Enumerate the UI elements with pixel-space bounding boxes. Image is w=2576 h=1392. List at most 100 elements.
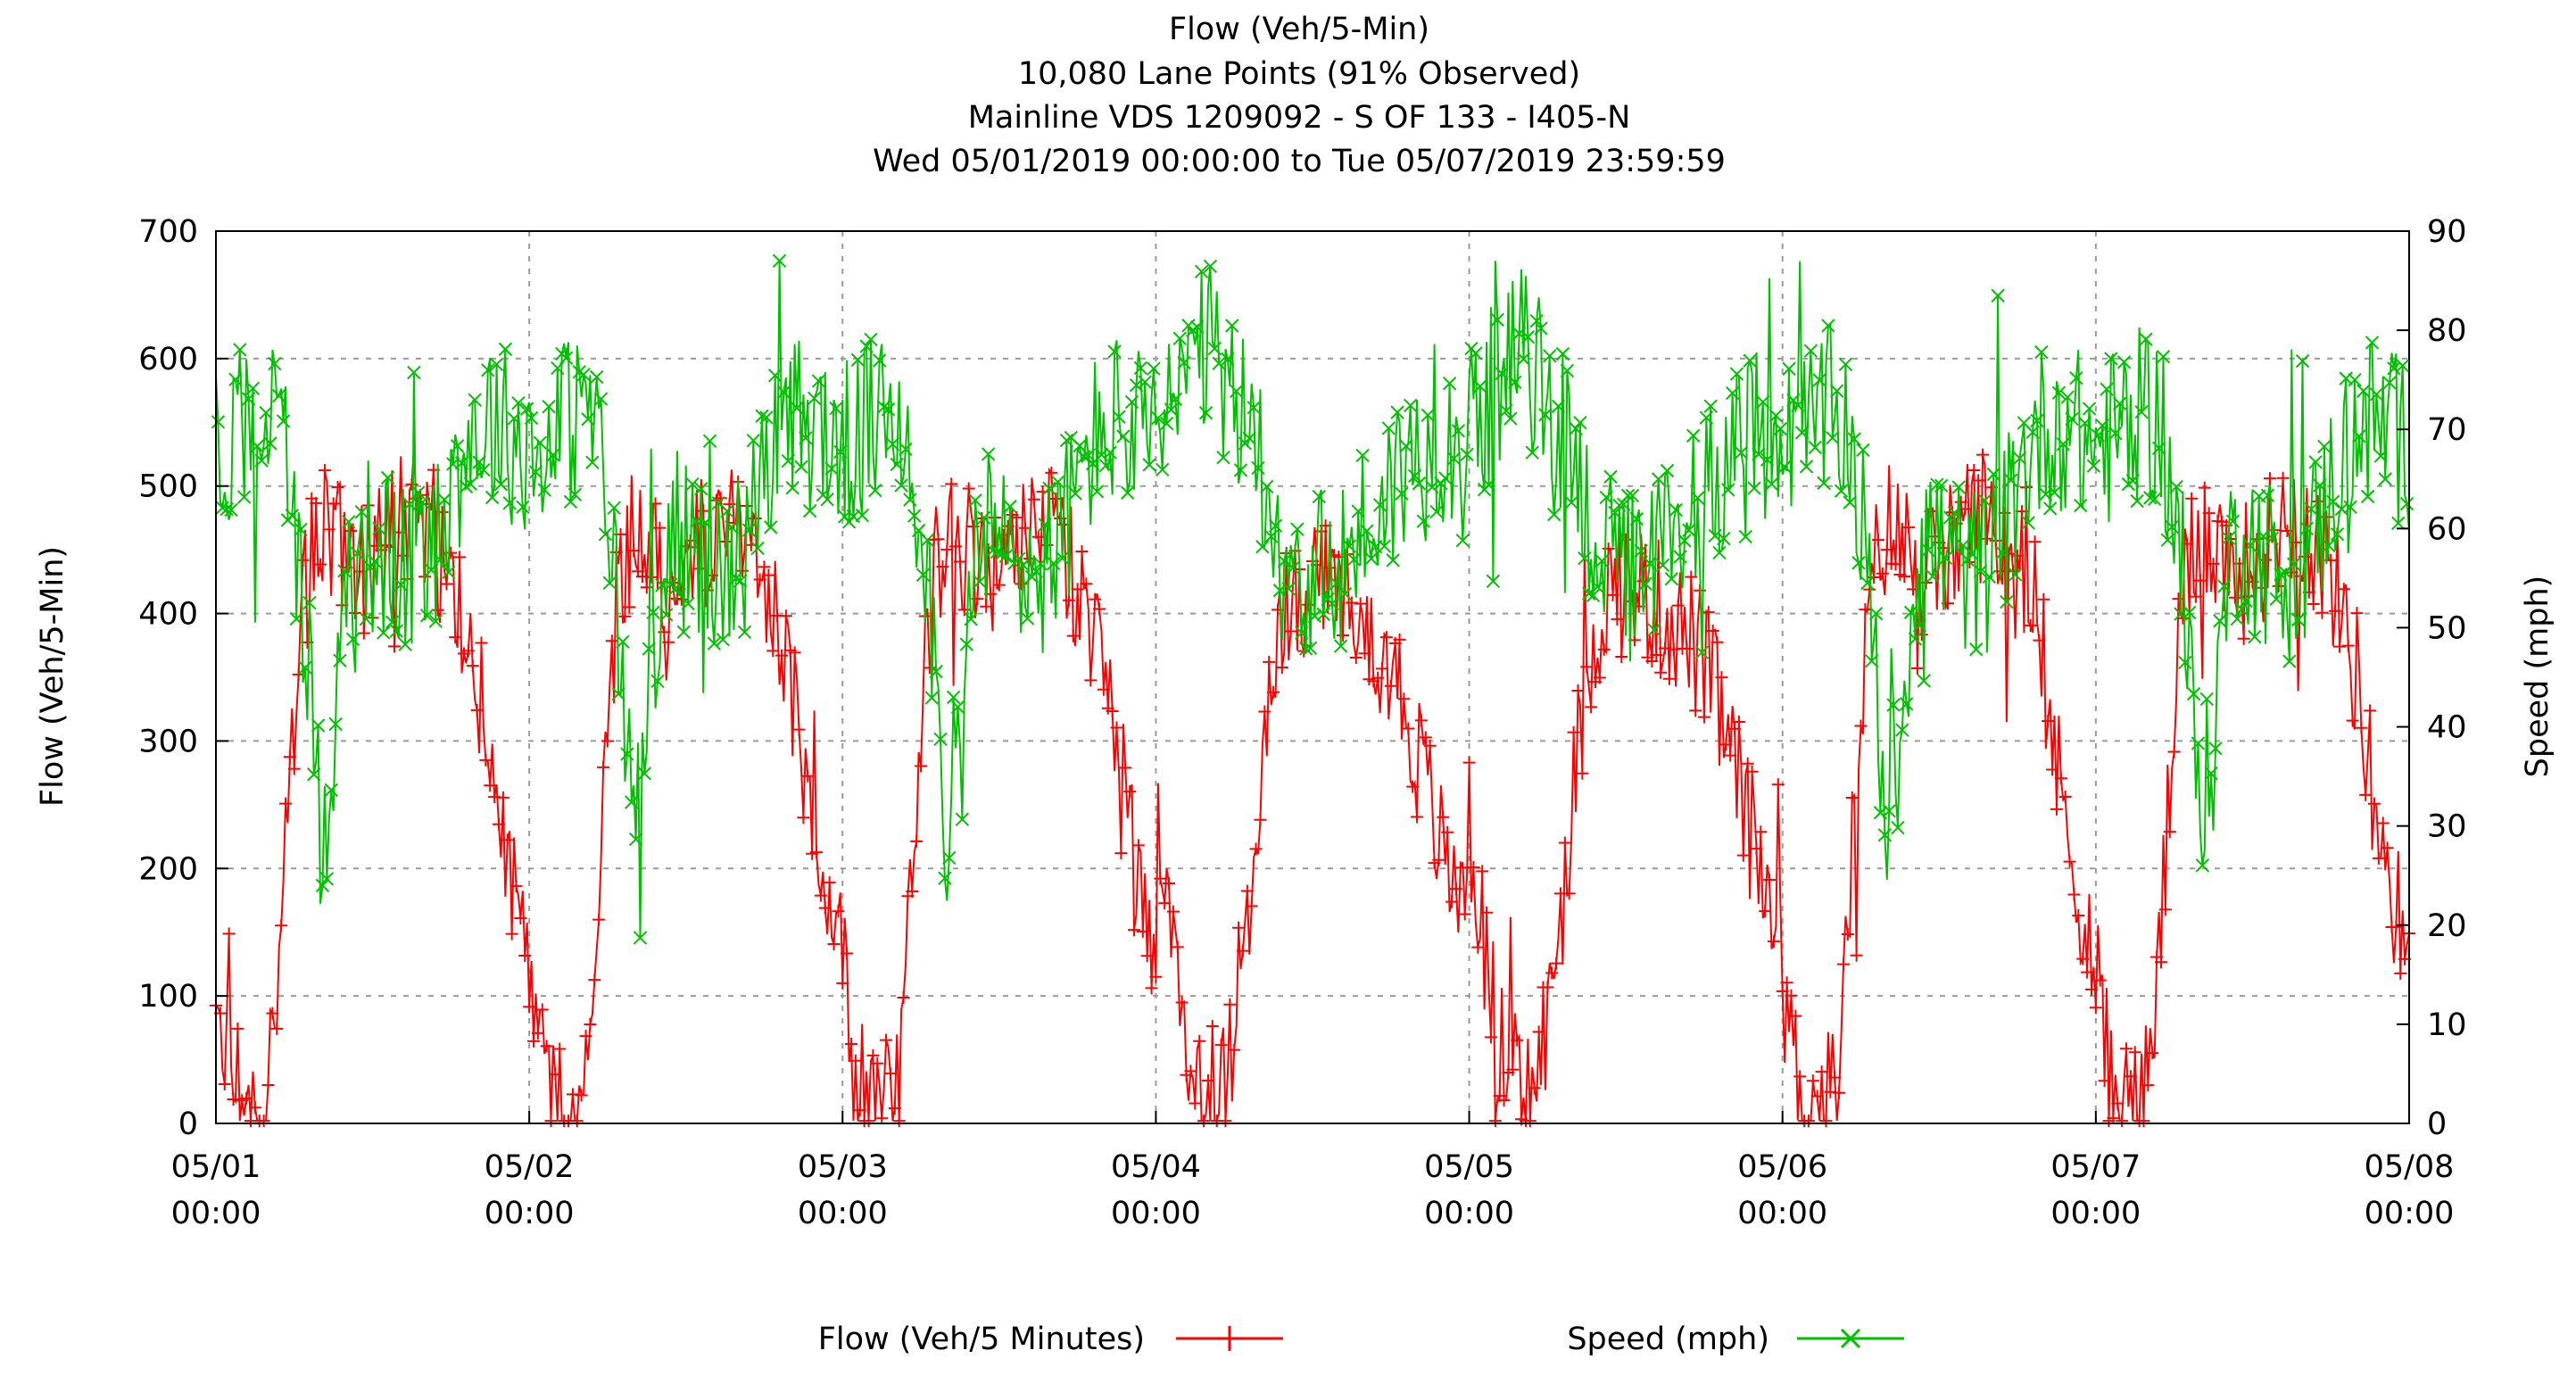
flow-point	[283, 750, 296, 764]
flow-point	[1602, 542, 1615, 555]
speed-point	[829, 402, 843, 416]
flow-point	[496, 791, 509, 804]
speed-point	[542, 399, 556, 414]
flow-point	[2146, 1047, 2159, 1060]
flow-point	[1706, 624, 1719, 637]
speed-point	[2082, 402, 2097, 416]
flow-point	[2120, 1042, 2133, 1056]
speed-point	[1538, 408, 1553, 422]
speed-point	[2125, 474, 2141, 488]
speed-point	[472, 455, 486, 469]
speed-point	[1826, 430, 1840, 445]
speed-point	[733, 574, 748, 588]
speed-point	[511, 395, 526, 410]
flow-point	[627, 544, 641, 558]
speed-point	[746, 434, 761, 448]
flow-point	[1236, 944, 1249, 957]
speed-point	[1594, 554, 1610, 568]
flow-point	[1189, 1097, 1202, 1110]
flow-point	[1411, 810, 1424, 824]
flow-point	[1419, 731, 1432, 744]
speed-point	[1499, 403, 1513, 418]
flow-point	[344, 524, 358, 537]
speed-point	[2065, 411, 2079, 427]
x-tick-label-time: 00:00	[798, 1196, 888, 1231]
speed-point	[2382, 376, 2397, 390]
flow-point	[1184, 1065, 1197, 1078]
speed-point	[1555, 346, 1570, 361]
flow-point	[880, 1033, 893, 1047]
speed-point	[2265, 531, 2280, 546]
flow-point	[1550, 957, 1563, 970]
speed-point	[676, 625, 691, 640]
flow-point	[1841, 928, 1854, 941]
flow-point	[836, 976, 849, 990]
speed-point	[1782, 361, 1796, 377]
speed-point	[1290, 522, 1305, 536]
flow-point	[1567, 725, 1580, 739]
speed-point	[563, 494, 578, 509]
flow-point	[514, 912, 527, 925]
speed-point	[1560, 363, 1575, 378]
flow-point	[387, 640, 401, 653]
speed-point	[725, 520, 739, 534]
flow-point	[2263, 472, 2276, 485]
speed-point	[1773, 421, 1787, 436]
speed-point	[2069, 370, 2083, 385]
flow-point	[1659, 642, 1672, 655]
flow-point	[2046, 763, 2059, 776]
speed-point	[985, 543, 1000, 558]
flow-point	[1123, 785, 1137, 799]
speed-point	[1429, 504, 1444, 519]
flow-point	[1523, 1114, 1536, 1128]
speed-point	[1847, 432, 1861, 446]
flow-point	[1967, 463, 1981, 476]
flow-point	[1606, 588, 1619, 601]
speed-point	[1586, 588, 1601, 602]
speed-point	[850, 352, 866, 367]
speed-point	[315, 878, 330, 893]
flow-point	[314, 558, 327, 571]
flow-point	[1741, 757, 1754, 770]
speed-point	[398, 637, 412, 651]
speed-point	[1295, 626, 1309, 640]
flow-point	[2011, 549, 2025, 562]
speed-point	[1573, 415, 1587, 430]
speed-point	[2330, 526, 2345, 542]
flow-point	[1736, 849, 1750, 862]
flow-point	[1532, 1025, 1545, 1039]
speed-point	[1346, 552, 1362, 567]
speed-point	[1455, 533, 1470, 548]
speed-point	[1089, 485, 1105, 499]
speed-point	[1738, 529, 1752, 544]
flow-point	[653, 521, 667, 534]
flow-point	[644, 570, 658, 584]
flow-point	[257, 1114, 270, 1128]
speed-point	[428, 614, 443, 628]
flow-point	[753, 573, 766, 586]
speed-point	[259, 405, 273, 420]
speed-point	[876, 400, 891, 414]
flow-point	[1710, 635, 1724, 649]
flow-point	[505, 927, 518, 940]
speed-point	[2039, 487, 2053, 501]
speed-point	[245, 381, 261, 396]
flow-point	[841, 947, 854, 960]
flow-point	[248, 1101, 261, 1114]
flow-point	[2193, 574, 2207, 587]
flow-point	[797, 811, 810, 824]
speed-point	[1442, 376, 1457, 391]
legend: Flow (Veh/5 Minutes) Speed (mph)	[818, 1322, 1904, 1357]
flow-point	[1093, 602, 1106, 616]
speed-point	[359, 611, 373, 626]
speed-point	[2269, 592, 2283, 607]
flow-point	[2341, 639, 2355, 652]
y-right-tick-label: 80	[2427, 313, 2467, 349]
flow-point	[1145, 982, 1158, 995]
speed-point	[302, 595, 317, 610]
speed-point	[1247, 401, 1261, 415]
speed-point	[729, 571, 743, 585]
speed-point	[1868, 607, 1884, 621]
speed-point	[1469, 346, 1483, 360]
speed-point	[1938, 551, 1953, 565]
